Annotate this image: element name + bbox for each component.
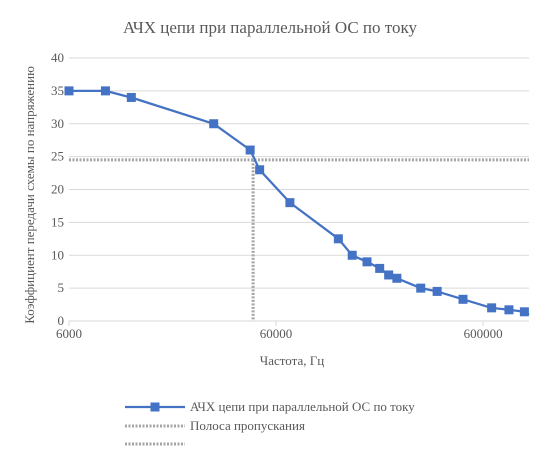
y-tick-label: 25 bbox=[51, 149, 64, 164]
chart-title: АЧХ цепи при параллельной ОС по току bbox=[123, 18, 417, 37]
y-tick-label: 40 bbox=[51, 50, 64, 65]
data-point bbox=[245, 145, 255, 155]
y-tick-label: 10 bbox=[51, 247, 64, 262]
data-point bbox=[255, 165, 265, 175]
y-tick-label: 5 bbox=[58, 280, 65, 295]
grid bbox=[69, 57, 529, 322]
y-tick-label: 35 bbox=[51, 83, 64, 98]
data-point bbox=[333, 234, 343, 244]
x-axis-label: Частота, Гц bbox=[260, 353, 324, 368]
legend-item-band: Полоса пропускания bbox=[125, 418, 305, 433]
x-tick-label: 60000 bbox=[260, 326, 293, 341]
data-point bbox=[209, 119, 219, 129]
data-point bbox=[458, 294, 468, 304]
passband-lines bbox=[69, 158, 529, 321]
data-point bbox=[504, 305, 514, 315]
data-point bbox=[519, 307, 529, 317]
legend-band-label: Полоса пропускания bbox=[190, 418, 305, 433]
y-tick-label: 30 bbox=[51, 116, 64, 131]
legend-series-marker bbox=[150, 402, 160, 412]
series-layer bbox=[64, 86, 530, 317]
data-point bbox=[285, 198, 295, 208]
data-point bbox=[100, 86, 110, 96]
y-tick-label: 0 bbox=[58, 313, 65, 328]
data-point bbox=[126, 92, 136, 102]
x-tick-label: 6000 bbox=[56, 326, 82, 341]
data-point bbox=[64, 86, 74, 96]
data-point bbox=[392, 273, 402, 283]
x-tick-label: 600000 bbox=[464, 326, 503, 341]
y-tick-label: 15 bbox=[51, 214, 64, 229]
y-axis-label: Коэффициент передачи схемы по напряжению bbox=[22, 66, 37, 324]
y-axis-ticks: 0 5 10 15 20 25 30 35 40 bbox=[51, 50, 64, 328]
legend-item-series: АЧХ цепи при параллельной ОС по току bbox=[125, 399, 415, 414]
x-axis-ticks: 6000 60000 600000 bbox=[56, 321, 503, 341]
y-tick-label: 20 bbox=[51, 182, 64, 197]
data-point bbox=[432, 286, 442, 296]
data-point bbox=[384, 270, 394, 280]
data-point bbox=[375, 263, 385, 273]
data-point bbox=[487, 303, 497, 313]
data-point bbox=[362, 257, 372, 267]
series-line bbox=[69, 89, 530, 316]
legend-series-label: АЧХ цепи при параллельной ОС по току bbox=[190, 399, 415, 414]
data-point bbox=[347, 250, 357, 260]
legend: АЧХ цепи при параллельной ОС по току Пол… bbox=[125, 399, 415, 446]
data-point bbox=[416, 283, 426, 293]
